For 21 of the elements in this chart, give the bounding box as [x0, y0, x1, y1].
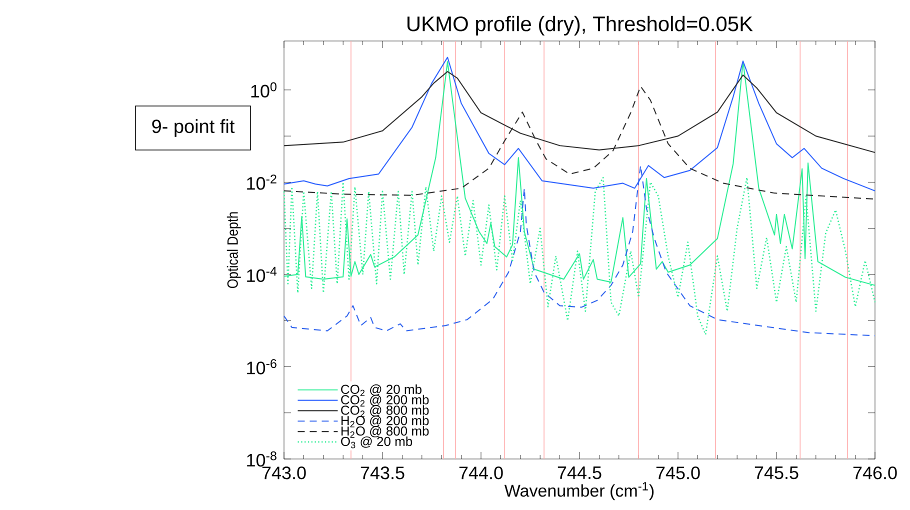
legend-label: H$_{2}$O @ 200 mb — [341, 416, 429, 428]
y-tick-label: 10$^{-2}$ — [247, 174, 276, 190]
y-tick-label: 10$^{-6}$ — [247, 359, 276, 374]
line-series — [283, 56, 876, 192]
y-tick-label: 10$^{-8}$ — [247, 451, 276, 467]
x-tick-label: 744.5 — [558, 466, 602, 480]
x-tick-label: 743.5 — [360, 466, 404, 480]
legend-label: H$_{2}$O @ 800 mb — [341, 426, 429, 438]
y-tick-label: 10$^{-4}$ — [247, 266, 277, 282]
x-tick-label: 743.0 — [262, 466, 306, 480]
y-axis-title: Optical Depth — [226, 212, 241, 288]
legend-label: O$_{3}$ @ 20 mb — [341, 436, 412, 448]
x-tick-label: 744.0 — [459, 466, 503, 480]
x-tick-label: 745.0 — [656, 466, 700, 480]
y-tick-label: 10$^{0}$ — [251, 82, 276, 98]
chart-title: UKMO profile (dry), Threshold=0.05K — [408, 16, 753, 36]
x-axis-title: Wavenumber (cm$^{-1}$) — [504, 482, 654, 500]
text: 9- point fit — [152, 119, 235, 137]
x-tick-label: 745.5 — [754, 466, 798, 480]
legend-label: CO$_{2}$ @ 20 mb — [341, 384, 422, 396]
x-tick-label: 746.0 — [853, 466, 897, 480]
